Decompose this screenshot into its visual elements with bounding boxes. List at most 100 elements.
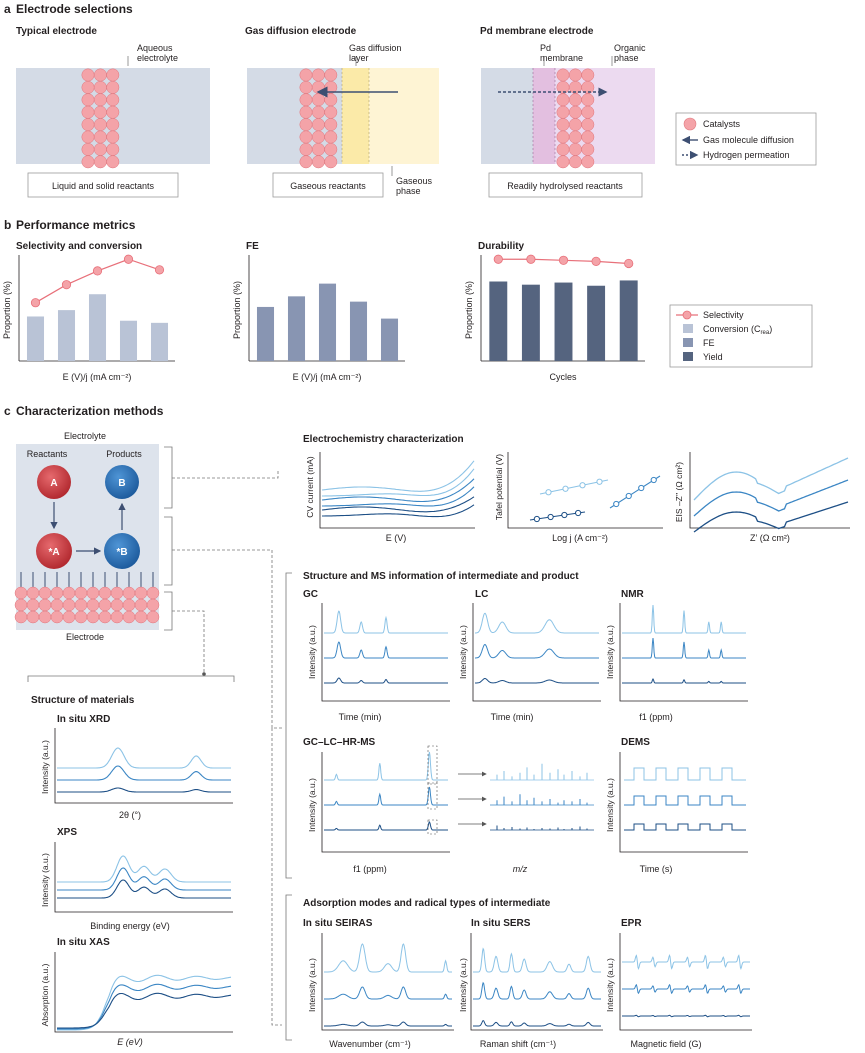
electrochem-title: Electrochemistry characterization — [303, 434, 464, 445]
pd-title: Pd membrane electrode — [480, 26, 594, 37]
catalyst-particle — [81, 142, 95, 156]
species-b — [105, 465, 139, 499]
tafel-xlabel: Log j (A cm⁻²) — [552, 533, 608, 543]
catalyst-particle — [568, 118, 582, 132]
catalyst-particle — [324, 93, 338, 107]
adsorbed-species-a — [36, 533, 72, 569]
epr-trace — [622, 954, 750, 970]
gde-gas-diffusion-layer — [342, 68, 369, 164]
typical-title: Typical electrode — [16, 26, 97, 37]
pd-organic-label: Organic phase — [614, 43, 646, 63]
bar — [57, 310, 76, 361]
connector-lines — [172, 470, 282, 1026]
electrode-particle — [86, 598, 100, 612]
electrode-particle — [122, 586, 136, 600]
xas-ylabel: Absorption (a.u.) — [40, 963, 50, 1026]
catalyst-particle — [106, 118, 120, 132]
tafel-point — [562, 485, 569, 492]
electrode-particle — [14, 586, 28, 600]
electrode-particle — [50, 610, 64, 624]
electrode-particle — [134, 598, 148, 612]
catalyst-particle — [556, 155, 570, 169]
catalyst-particle — [556, 130, 570, 144]
legend-conversion-swatch — [683, 324, 693, 333]
catalyst-particle — [299, 80, 313, 94]
selectivity-point — [526, 254, 536, 264]
catalyst-particle — [311, 155, 325, 169]
tafel-point — [545, 489, 552, 496]
catalyst-particle — [581, 93, 595, 107]
catalyst-particle — [81, 93, 95, 107]
catalyst-particle — [81, 105, 95, 119]
electrochem-plots — [319, 452, 850, 533]
catalyst-particle — [93, 93, 107, 107]
catalyst-particle — [324, 68, 338, 82]
electrode-particle — [38, 598, 52, 612]
xas-trace — [57, 992, 232, 1029]
eis-curve — [693, 479, 849, 517]
catalyst-particle — [81, 80, 95, 94]
tafel-point — [561, 511, 568, 519]
electrode-particle — [146, 598, 160, 612]
epr-xlabel: Magnetic field (G) — [630, 1039, 701, 1049]
adsorption-plots — [321, 933, 752, 1031]
dems-trace — [624, 823, 746, 831]
sers-xlabel: Raman shift (cm⁻¹) — [480, 1039, 556, 1049]
electrode-particle — [110, 610, 124, 624]
xrd-title: In situ XRD — [57, 714, 110, 725]
material-trace — [57, 765, 231, 781]
plot-axes — [321, 933, 454, 1031]
legend-fe: FE — [703, 338, 715, 348]
lc-title: LC — [475, 589, 488, 600]
catalyst-particle — [311, 68, 325, 82]
ms-title: Structure and MS information of intermed… — [303, 571, 579, 582]
adsorption-trace — [473, 1019, 601, 1027]
pd-caption-box — [488, 172, 643, 198]
electrode-particle — [98, 586, 112, 600]
chart1-marks — [26, 254, 169, 361]
catalyst-particle — [581, 68, 595, 82]
panel-c-letter: c — [4, 404, 11, 418]
selectivity-point — [591, 256, 601, 266]
catalyst-particle — [299, 142, 313, 156]
electrode-particle — [74, 610, 88, 624]
material-trace — [57, 855, 231, 883]
bar — [587, 285, 606, 361]
electrode-particle — [38, 610, 52, 624]
bar — [88, 294, 107, 361]
gde-caption: Gaseous reactants — [290, 181, 366, 191]
plot-axes — [689, 452, 850, 529]
catalyst-particle — [81, 130, 95, 144]
legend-conversion: Conversion (Crea) — [703, 324, 772, 336]
tafel-point — [575, 509, 582, 517]
adsorption-trace — [324, 986, 452, 1000]
xrd-ylabel: Intensity (a.u.) — [40, 740, 50, 794]
scheme-electrode-label: Electrode — [66, 632, 104, 642]
peak-highlight-box — [427, 819, 438, 835]
catalyst-particle — [106, 105, 120, 119]
xps-ylabel: Intensity (a.u.) — [40, 853, 50, 907]
tafel-point — [613, 500, 620, 508]
catalyst-particle — [568, 93, 582, 107]
catalyst-particle — [81, 68, 95, 82]
catalyst-particle — [93, 80, 107, 94]
species-b-label: B — [118, 478, 125, 489]
catalyst-particle — [556, 68, 570, 82]
catalyst-particle — [311, 142, 325, 156]
spectrum-trace — [475, 678, 599, 684]
eis-ylabel: EIS –Z’’ (Ω cm²) — [674, 462, 684, 522]
electrode-particle — [146, 586, 160, 600]
bar — [256, 306, 275, 361]
legend-permeation: Hydrogen permeation — [703, 150, 790, 160]
electrode-particle — [98, 610, 112, 624]
spectrum-trace — [622, 677, 746, 684]
selectivity-point — [624, 258, 634, 269]
catalyst-particle — [93, 142, 107, 156]
catalyst-particle — [324, 118, 338, 132]
catalyst-particle — [93, 105, 107, 119]
catalyst-particle — [324, 105, 338, 119]
tafel-ylabel: Tafel potential (V) — [494, 454, 504, 520]
xas-xlabel: E (eV) — [117, 1037, 143, 1047]
catalyst-particle — [93, 155, 107, 169]
tafel-point — [533, 515, 540, 523]
